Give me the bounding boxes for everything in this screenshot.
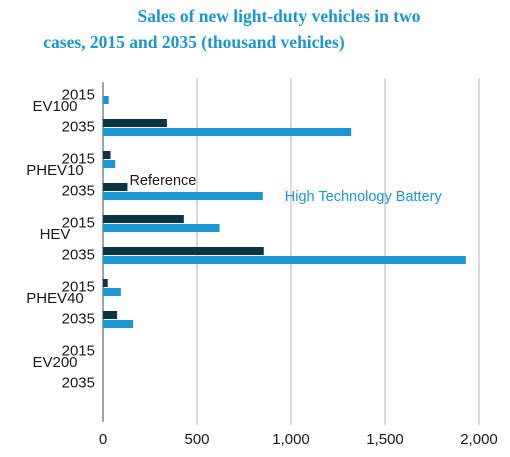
series-label-high-technology-battery: High Technology Battery xyxy=(285,189,443,205)
year-label-ev100-2035: 2035 xyxy=(62,119,95,136)
year-label-ev200-2035: 2035 xyxy=(62,375,95,392)
year-label-phev40-2035: 2035 xyxy=(62,311,95,328)
bar-hev-2035-reference xyxy=(103,247,264,255)
year-label-ev200-2015: 2015 xyxy=(62,343,95,360)
year-label-phev40-2015: 2015 xyxy=(62,279,95,296)
group-label-phev10: PHEV10 xyxy=(26,162,84,179)
bar-phev10-2035-high_tech xyxy=(103,192,263,200)
x-tick-label-500: 500 xyxy=(184,431,209,448)
chart-title-line-2: cases, 2015 and 2035 (thousand vehicles) xyxy=(43,32,345,52)
bar-hev-2015-reference xyxy=(103,215,184,223)
year-label-phev10-2015: 2015 xyxy=(62,151,95,168)
bar-phev40-2035-reference xyxy=(103,311,118,319)
bar-phev10-2035-reference xyxy=(103,183,128,191)
bar-phev10-2015-reference xyxy=(103,151,111,159)
bar-phev40-2015-high_tech xyxy=(103,288,121,296)
bar-ev100-2035-reference xyxy=(103,119,167,127)
x-tick-label-0: 0 xyxy=(99,431,107,448)
bar-ev100-2035-high_tech xyxy=(103,128,352,136)
group-label-phev40: PHEV40 xyxy=(26,290,84,307)
x-tick-label-1500: 1,500 xyxy=(366,431,404,448)
bar-ev100-2015-high_tech xyxy=(103,96,109,104)
bar-phev40-2035-high_tech xyxy=(103,320,134,328)
category-labels: 20152035EV10020152035PHEV1020152035HEV20… xyxy=(26,87,95,392)
x-tick-labels: 0 500 1,000 1,500 2,000 xyxy=(99,431,498,448)
bar-hev-2035-high_tech xyxy=(103,256,466,264)
x-tick-label-2000: 2,000 xyxy=(460,431,498,448)
chart-title-line-1: Sales of new light-duty vehicles in two xyxy=(138,6,421,26)
group-label-ev200: EV200 xyxy=(32,354,77,371)
bars xyxy=(103,96,466,328)
series-label-reference: Reference xyxy=(129,173,196,189)
year-label-hev-2015: 2015 xyxy=(62,215,95,232)
bar-hev-2015-high_tech xyxy=(103,224,220,232)
group-label-hev: HEV xyxy=(40,226,71,243)
x-tick-label-1000: 1,000 xyxy=(272,431,310,448)
year-label-ev100-2015: 2015 xyxy=(62,87,95,104)
bar-phev10-2015-high_tech xyxy=(103,160,116,168)
year-label-phev10-2035: 2035 xyxy=(62,183,95,200)
group-label-ev100: EV100 xyxy=(32,98,77,115)
bar-phev40-2015-reference xyxy=(103,279,108,287)
series-labels: Reference High Technology Battery xyxy=(129,173,442,205)
year-label-hev-2035: 2035 xyxy=(62,247,95,264)
